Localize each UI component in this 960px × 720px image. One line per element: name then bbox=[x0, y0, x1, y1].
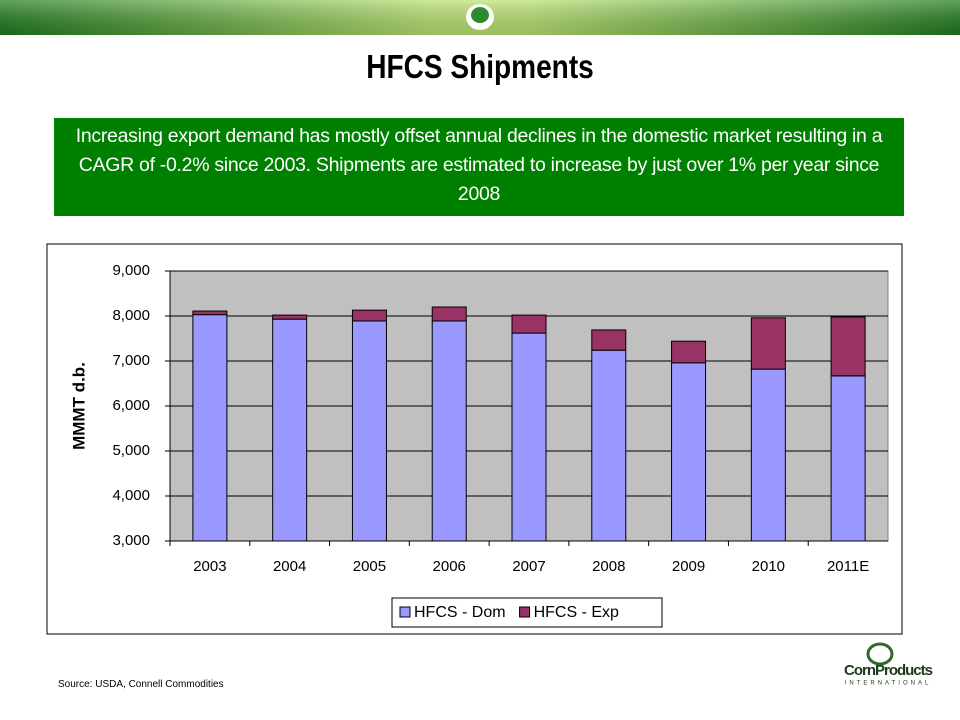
y-tick-label: 9,000 bbox=[112, 262, 150, 279]
bar-segment bbox=[671, 340, 707, 364]
x-tick-label: 2006 bbox=[433, 558, 466, 575]
bar-segment bbox=[750, 368, 786, 542]
legend-swatch bbox=[399, 606, 411, 618]
title: HFCS Shipments bbox=[366, 48, 594, 85]
legend-label: HFCS - Dom bbox=[414, 604, 506, 621]
bar-segment bbox=[830, 316, 866, 377]
x-tick-label: 2007 bbox=[512, 558, 545, 575]
logo-text: CornProducts bbox=[844, 662, 933, 679]
summary: Increasing export demand has mostly offs… bbox=[54, 118, 904, 216]
legend-swatch bbox=[519, 606, 531, 618]
bar-segment bbox=[511, 314, 547, 334]
legend-label: HFCS - Exp bbox=[534, 604, 619, 621]
bar-segment bbox=[591, 349, 627, 542]
x-tick-label: 2011E bbox=[827, 558, 869, 575]
bar-segment bbox=[272, 314, 308, 320]
bar-segment bbox=[351, 320, 387, 542]
bar-segment bbox=[511, 332, 547, 542]
x-tick-label: 2008 bbox=[592, 558, 625, 575]
bar-segment bbox=[192, 310, 228, 316]
y-tick-label: 8,000 bbox=[112, 307, 150, 324]
bar-segment bbox=[431, 320, 467, 542]
x-tick-label: 2004 bbox=[273, 558, 306, 575]
y-tick-label: 3,000 bbox=[112, 532, 150, 549]
footer-logo: CornProducts INTERNATIONAL bbox=[844, 642, 934, 687]
logo-mark bbox=[866, 642, 894, 666]
y-tick-label: 6,000 bbox=[112, 397, 150, 414]
bar-segment bbox=[272, 318, 308, 542]
bar-segment bbox=[431, 306, 467, 322]
y-axis-label: MMMT d.b. bbox=[69, 362, 88, 450]
logo-icon-inner bbox=[471, 7, 489, 23]
x-tick-label: 2009 bbox=[672, 558, 705, 575]
y-tick-label: 4,000 bbox=[112, 487, 150, 504]
source: Source: USDA, Connell Commodities bbox=[58, 679, 224, 690]
x-tick-label: 2010 bbox=[752, 558, 785, 575]
x-tick-label: 2005 bbox=[353, 558, 386, 575]
y-tick-label: 5,000 bbox=[112, 442, 150, 459]
bar-segment bbox=[671, 362, 707, 542]
bar-segment bbox=[192, 314, 228, 542]
bar-segment bbox=[591, 329, 627, 351]
bar-segment bbox=[830, 375, 866, 542]
banner bbox=[0, 0, 960, 35]
y-tick-label: 7,000 bbox=[112, 352, 150, 369]
x-tick-label: 2003 bbox=[193, 558, 226, 575]
bar-segment bbox=[351, 309, 387, 322]
bar-segment bbox=[750, 317, 786, 370]
logo-subtext: INTERNATIONAL bbox=[845, 681, 932, 687]
